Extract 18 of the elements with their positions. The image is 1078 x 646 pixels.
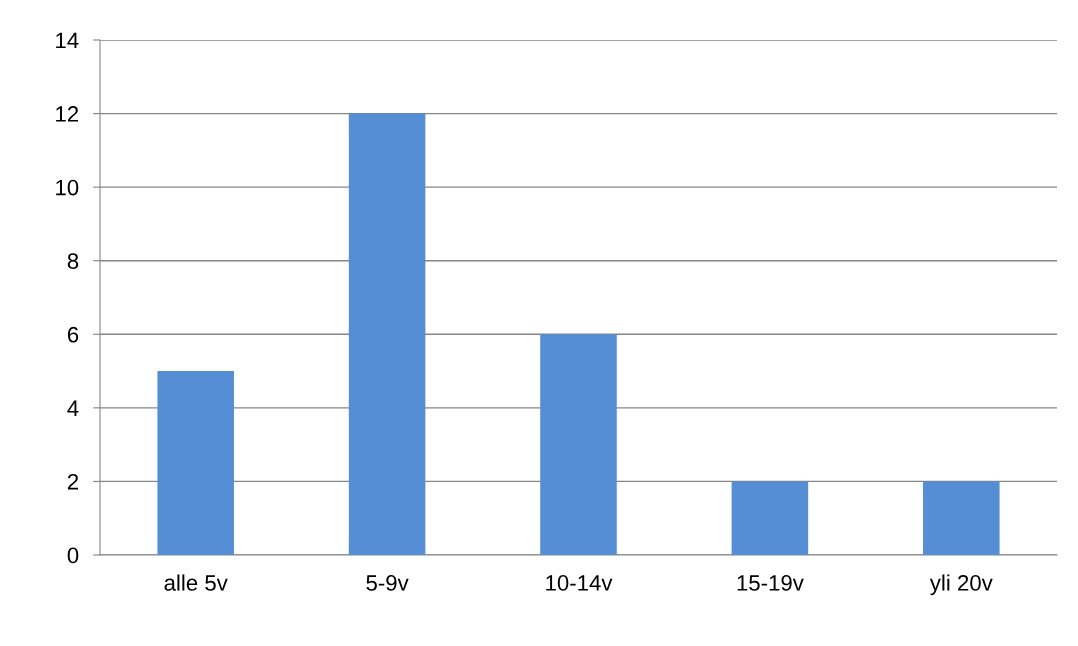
y-tick-label: 14 xyxy=(56,32,79,49)
bar xyxy=(731,481,809,555)
y-tick-label: 0 xyxy=(67,547,79,564)
bar xyxy=(157,371,234,555)
x-tick-label: alle 5v xyxy=(164,574,228,591)
bar xyxy=(348,113,426,555)
bar xyxy=(923,481,1000,555)
y-tick-label: 4 xyxy=(67,400,79,416)
y-tick-label: 8 xyxy=(67,253,79,269)
x-tick-label: 5-9v xyxy=(366,575,409,591)
bar xyxy=(540,334,617,555)
y-tick-label: 6 xyxy=(67,326,79,343)
y-tick-label: 10 xyxy=(56,179,79,196)
y-tick-label: 12 xyxy=(56,106,79,122)
x-tick-label: yli 20v xyxy=(929,574,993,596)
y-tick-label: 2 xyxy=(67,473,79,490)
x-tick-label: 10-14v xyxy=(546,575,613,591)
x-tick-label: 15-19v xyxy=(737,575,804,591)
